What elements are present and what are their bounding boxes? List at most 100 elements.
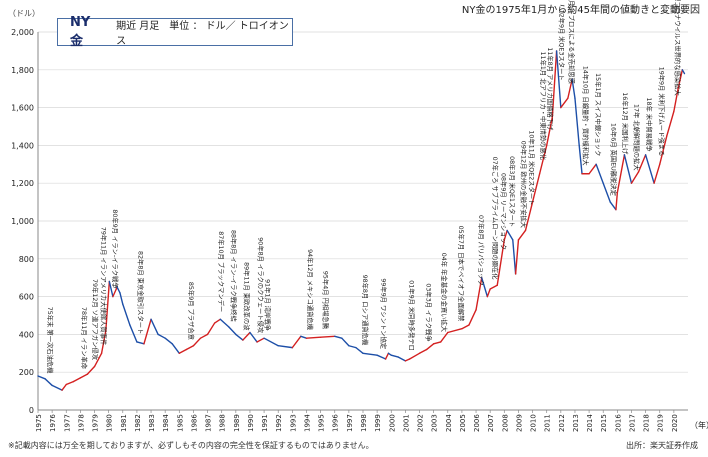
price-segment [355, 346, 364, 354]
price-segment [185, 345, 195, 351]
price-segment [93, 352, 103, 368]
price-segment [418, 348, 428, 354]
x-tick-label: 2019 [657, 414, 665, 432]
x-tick-label: 1987 [205, 414, 213, 432]
annotation-label: 05年7月 日本でペイオフ全面解禁 [457, 226, 466, 323]
price-segment [44, 378, 53, 387]
price-segment [480, 277, 489, 298]
price-segment [623, 154, 633, 184]
legend-title: NY金 [70, 15, 91, 49]
annotation-label: 10年11月 米QE2スタート [528, 130, 537, 205]
price-segment [263, 337, 279, 347]
price-segment [291, 335, 302, 349]
price-segment [677, 69, 684, 90]
x-tick-label: 2005 [459, 414, 467, 432]
x-tick-label: 1999 [374, 414, 382, 432]
x-tick-label: 1997 [346, 414, 354, 432]
x-tick-label: 1981 [120, 414, 128, 432]
annotation-label: 08年3月 米QE1スタート [508, 156, 517, 227]
price-segment [116, 286, 121, 294]
x-tick-label: 1995 [318, 414, 326, 432]
annotation-label: 16年12月 米国利上げ [621, 92, 630, 155]
x-tick-label: 1991 [261, 414, 269, 432]
price-segment [199, 333, 209, 339]
annotation-label: 89年11月 東欧改革の波 [242, 262, 251, 331]
chart-title: NY金の1975年1月から約45年間の値動きと変動要因 [461, 5, 700, 16]
price-segment [108, 280, 114, 298]
price-segment [122, 303, 131, 326]
annotation-label: 13年4月 キプロスによる金売却思惑 [567, 0, 576, 84]
price-segment [150, 318, 159, 336]
x-tick-label: 1998 [360, 414, 368, 432]
price-segment [432, 341, 442, 345]
x-axis-label: （年） [690, 420, 708, 430]
y-tick-label: 600 [19, 293, 34, 302]
price-segment [538, 144, 548, 175]
x-tick-label: 2012 [558, 414, 566, 432]
price-segment [567, 78, 573, 99]
x-tick-label: 2010 [530, 414, 538, 432]
price-segment [681, 69, 686, 75]
price-segment [79, 373, 89, 379]
x-tick-label: 2006 [473, 414, 481, 432]
annotation-label: 88年8月 イラン-イラク戦争終結 [230, 230, 239, 322]
price-segment [143, 318, 152, 345]
annotation-label: 01年9月 米同時多発テロ [408, 280, 417, 351]
price-segment [341, 337, 350, 347]
x-tick-label: 2020 [671, 414, 679, 432]
x-tick-label: 1984 [162, 414, 170, 432]
price-segment [242, 331, 251, 341]
price-segment [578, 144, 583, 175]
annotation-label: 82年8月 東京金取引スタート [136, 251, 145, 334]
price-segment [249, 331, 258, 343]
price-segment [362, 352, 378, 356]
price-segment [637, 154, 647, 173]
price-segment [514, 239, 520, 275]
price-segment [588, 163, 597, 175]
price-segment [408, 352, 421, 360]
annotation-label: 17年 北朝鮮問題の拡大 [632, 104, 641, 171]
price-segment [404, 358, 411, 362]
price-segment [397, 356, 407, 362]
x-tick-label: 2001 [402, 414, 410, 432]
annotation-label: 04年 年金基金の金買い拡大 [440, 253, 449, 333]
price-segment [384, 352, 390, 360]
price-segment [256, 337, 265, 343]
price-segment [512, 239, 517, 275]
price-segment [616, 154, 626, 194]
price-segment [555, 50, 562, 109]
x-tick-label: 1979 [92, 414, 100, 432]
price-segment [390, 354, 400, 358]
x-tick-label: 1975 [35, 414, 43, 432]
price-segment [86, 365, 96, 375]
price-segment [219, 318, 230, 328]
price-segment [348, 345, 357, 349]
price-segment [673, 87, 679, 113]
price-segment [206, 322, 216, 336]
x-tick-label: 1976 [49, 414, 57, 432]
y-tick-label: 0 [29, 406, 34, 415]
x-tick-label: 1989 [233, 414, 241, 432]
y-tick-label: 1,600 [11, 104, 34, 113]
price-segment [574, 97, 580, 147]
price-segment [319, 335, 336, 338]
annotation-label: 09年12月 欧州の金融不安拡大 [519, 141, 528, 229]
price-segment [595, 163, 604, 184]
annotation-label: 80年9月 イラン-イラク戦争 [111, 209, 120, 289]
x-tick-label: 2013 [572, 414, 580, 432]
price-segment [228, 326, 237, 336]
x-tick-label: 1982 [134, 414, 142, 432]
x-tick-label: 1996 [332, 414, 340, 432]
annotation-label: 78年11月 イラン革命 [80, 307, 89, 370]
price-segment [119, 292, 124, 305]
price-segment [609, 201, 617, 211]
price-segment [571, 78, 576, 99]
price-segment [630, 171, 640, 184]
price-segment [524, 201, 534, 232]
price-segment [531, 173, 541, 203]
annotation-label: 99年9月 ワシントン協定 [379, 278, 388, 349]
x-tick-label: 1990 [247, 414, 255, 432]
annotation-label: 90年8月 イラクのクウェート侵攻 [256, 237, 265, 334]
price-segment [489, 284, 498, 290]
